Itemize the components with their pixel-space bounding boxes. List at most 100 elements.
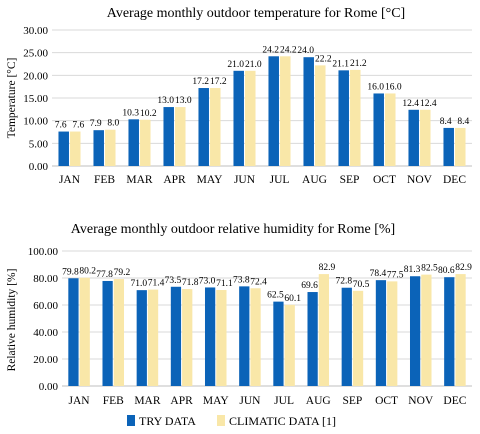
category-label: DEC: [443, 174, 466, 186]
data-label: 70.5: [353, 280, 370, 290]
category-label: JAN: [59, 174, 81, 186]
data-label: 24.0: [297, 46, 314, 56]
bar-climatic-data: [70, 131, 81, 166]
y-tick-label: 40.00: [33, 327, 58, 339]
y-tick-label: 15.00: [23, 93, 48, 105]
bar-try-data: [373, 93, 384, 166]
category-label: AUG: [306, 395, 331, 407]
data-label: 16.0: [367, 82, 384, 92]
data-label: 71.4: [148, 279, 165, 289]
category-label: AUG: [302, 174, 327, 186]
data-label: 77.5: [387, 270, 404, 280]
data-label: 12.4: [420, 99, 437, 109]
bar-try-data: [170, 286, 182, 386]
legend-label-try-data: TRY DATA: [139, 414, 196, 428]
y-tick-label: 0.00: [39, 381, 59, 393]
category-label: MAY: [197, 174, 223, 186]
data-label: 79.2: [114, 268, 131, 278]
y-tick-label: 60.00: [33, 300, 58, 312]
humidity-bars: [68, 274, 466, 386]
data-label: 82.5: [421, 264, 438, 274]
bar-climatic-data: [385, 93, 396, 166]
data-label: 8.4: [440, 117, 452, 127]
data-label: 10.2: [140, 109, 157, 119]
bar-climatic-data: [315, 65, 326, 166]
bar-try-data: [444, 277, 455, 386]
data-label: 17.2: [192, 77, 209, 87]
bar-climatic-data: [350, 69, 361, 166]
bar-try-data: [307, 292, 318, 386]
bar-try-data: [338, 70, 349, 166]
bar-climatic-data: [280, 56, 291, 166]
y-tick-label: 80.00: [33, 273, 58, 285]
y-tick-label: 25.00: [23, 48, 48, 60]
bar-climatic-data: [140, 119, 151, 166]
bar-try-data: [68, 278, 79, 386]
bar-climatic-data: [284, 304, 295, 386]
data-label: 21.0: [227, 60, 244, 70]
data-label: 71.1: [216, 279, 233, 289]
temperature-category-labels: JAN FEB MAR APR MAY JUN JUL AUG SEP OCT NOV DEC: [59, 174, 466, 186]
data-label: 71.0: [130, 279, 147, 289]
bar-try-data: [136, 290, 147, 386]
temperature-chart: Average monthly outdoor temperature for …: [6, 6, 472, 186]
data-label: 73.5: [165, 276, 182, 286]
bar-try-data: [102, 280, 113, 386]
bar-climatic-data: [318, 274, 330, 386]
temperature-data-labels: 7.6 7.6 7.9 8.010.3 10.213.0 13.017.2 17.221.0…: [55, 45, 470, 130]
category-label: JUN: [239, 395, 261, 407]
data-label: 21.1: [332, 59, 349, 69]
data-label: 22.2: [315, 54, 332, 64]
data-label: 80.6: [438, 266, 455, 276]
humidity-data-labels: 79.8 80.2 77.8 79.271.0 71.4 73.5 71.8 73.0 71.1…: [62, 263, 472, 304]
y-tick-label: 30.00: [23, 25, 48, 37]
data-label: 24.2: [280, 45, 297, 55]
data-label: 73.8: [233, 275, 250, 285]
data-label: 60.1: [284, 294, 301, 304]
bar-climatic-data: [210, 88, 221, 166]
category-label: APR: [170, 395, 193, 407]
temperature-bars: [58, 56, 466, 167]
data-label: 71.8: [182, 278, 199, 288]
category-label: NOV: [407, 174, 433, 186]
category-label: MAY: [203, 395, 229, 407]
data-label: 12.4: [402, 99, 419, 109]
bar-try-data: [163, 107, 174, 166]
data-label: 73.0: [199, 276, 216, 286]
bar-climatic-data: [175, 107, 186, 166]
bar-climatic-data: [421, 274, 432, 386]
humidity-category-labels: JAN FEB MAR APR MAY JUN JUL AUG SEP OCT NOV DEC: [69, 395, 467, 407]
category-label: SEP: [343, 395, 363, 407]
data-label: 13.0: [157, 96, 174, 106]
category-label: JUL: [270, 174, 290, 186]
bar-climatic-data: [113, 279, 125, 386]
humidity-gridlines: [62, 250, 472, 387]
bar-try-data: [93, 130, 104, 166]
bar-climatic-data: [216, 290, 227, 386]
data-label: 82.9: [319, 263, 336, 273]
category-label: OCT: [375, 395, 398, 407]
category-label: FEB: [103, 395, 124, 407]
data-label: 17.2: [210, 77, 227, 87]
bar-climatic-data: [147, 289, 159, 386]
data-label: 77.8: [96, 270, 113, 280]
category-label: OCT: [373, 174, 396, 186]
bar-try-data: [204, 287, 216, 386]
legend: TRY DATA CLIMATIC DATA [1]: [127, 414, 336, 428]
bar-try-data: [443, 127, 454, 166]
data-label: 72.4: [250, 277, 267, 287]
y-tick-label: 10.00: [23, 116, 48, 128]
data-label: 79.8: [62, 267, 79, 277]
data-label: 81.3: [404, 265, 421, 275]
bar-climatic-data: [352, 290, 364, 386]
data-label: 7.6: [55, 121, 67, 131]
bar-try-data: [273, 301, 284, 386]
category-label: JUL: [274, 395, 294, 407]
category-label: APR: [163, 174, 186, 186]
category-label: MAR: [126, 174, 153, 186]
legend-swatch-climatic-data: [217, 415, 225, 426]
bar-climatic-data: [105, 129, 116, 166]
category-label: SEP: [340, 174, 360, 186]
y-tick-label: 20.00: [33, 354, 58, 366]
